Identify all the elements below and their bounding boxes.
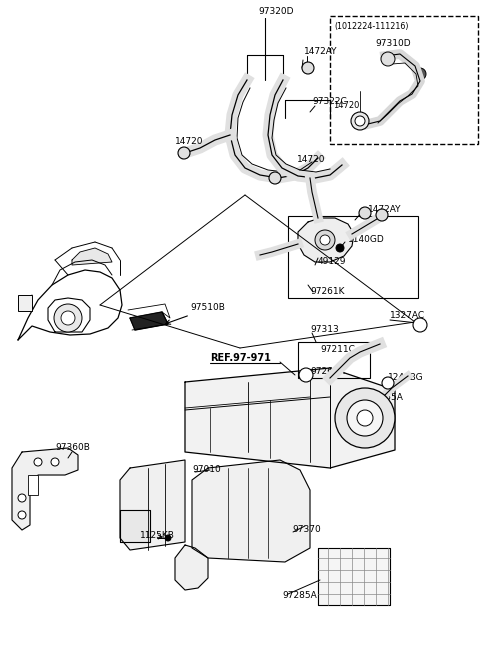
Text: 14720: 14720 [175, 138, 204, 147]
Circle shape [18, 511, 26, 519]
Bar [18, 295, 32, 311]
Polygon shape [185, 368, 395, 468]
Circle shape [320, 235, 330, 245]
Text: 1244BG: 1244BG [388, 373, 424, 383]
Circle shape [382, 377, 394, 389]
Polygon shape [18, 270, 122, 340]
Text: 97510B: 97510B [190, 303, 225, 312]
Polygon shape [120, 510, 150, 542]
Polygon shape [192, 460, 310, 562]
Polygon shape [130, 312, 168, 330]
Bar [330, 16, 478, 144]
Text: 1140GD: 1140GD [348, 236, 385, 244]
Text: 97285A: 97285A [282, 591, 317, 601]
Text: 97010: 97010 [192, 466, 221, 474]
Bar [288, 216, 418, 298]
Circle shape [51, 458, 59, 466]
Polygon shape [298, 218, 354, 262]
Polygon shape [318, 548, 390, 605]
Text: 1472AY: 1472AY [304, 48, 337, 56]
Text: 97313: 97313 [310, 326, 339, 335]
Polygon shape [120, 460, 185, 550]
Text: 97261K: 97261K [310, 288, 345, 297]
Circle shape [347, 400, 383, 436]
Polygon shape [175, 545, 208, 590]
Text: 14720: 14720 [297, 155, 325, 164]
Circle shape [54, 304, 82, 332]
Circle shape [34, 458, 42, 466]
Text: 97360B: 97360B [55, 443, 90, 453]
Text: 97370: 97370 [292, 525, 321, 534]
Circle shape [335, 388, 395, 448]
Text: 1327AC: 1327AC [390, 312, 425, 320]
Text: 49129: 49129 [318, 257, 347, 267]
Bar [28, 475, 38, 495]
Text: 97655A: 97655A [368, 394, 403, 403]
Circle shape [359, 207, 371, 219]
Bar [298, 342, 370, 378]
Circle shape [315, 230, 335, 250]
Polygon shape [12, 448, 78, 530]
Circle shape [165, 535, 171, 541]
Circle shape [376, 209, 388, 221]
Text: 97310D: 97310D [375, 39, 410, 48]
Text: 97261A: 97261A [310, 367, 345, 377]
Circle shape [269, 172, 281, 184]
Text: 97211C: 97211C [320, 345, 355, 354]
Polygon shape [52, 260, 112, 285]
Circle shape [364, 399, 372, 407]
Text: 14720: 14720 [333, 102, 360, 111]
Polygon shape [48, 298, 90, 332]
Circle shape [357, 410, 373, 426]
Circle shape [299, 368, 313, 382]
Circle shape [61, 311, 75, 325]
Circle shape [360, 395, 376, 411]
Circle shape [302, 62, 314, 74]
Text: 1472AY: 1472AY [368, 206, 401, 214]
Circle shape [381, 52, 395, 66]
Text: 1125KB: 1125KB [140, 531, 175, 540]
Text: (1012224-111216): (1012224-111216) [334, 22, 408, 31]
Circle shape [355, 116, 365, 126]
Circle shape [336, 244, 344, 252]
Circle shape [178, 147, 190, 159]
Circle shape [351, 112, 369, 130]
Text: 97320D: 97320D [258, 7, 293, 16]
Circle shape [413, 318, 427, 332]
Circle shape [414, 68, 426, 80]
Text: REF.97-971: REF.97-971 [210, 353, 271, 363]
Text: 97322C: 97322C [312, 98, 347, 107]
Circle shape [18, 494, 26, 502]
Polygon shape [72, 248, 112, 265]
